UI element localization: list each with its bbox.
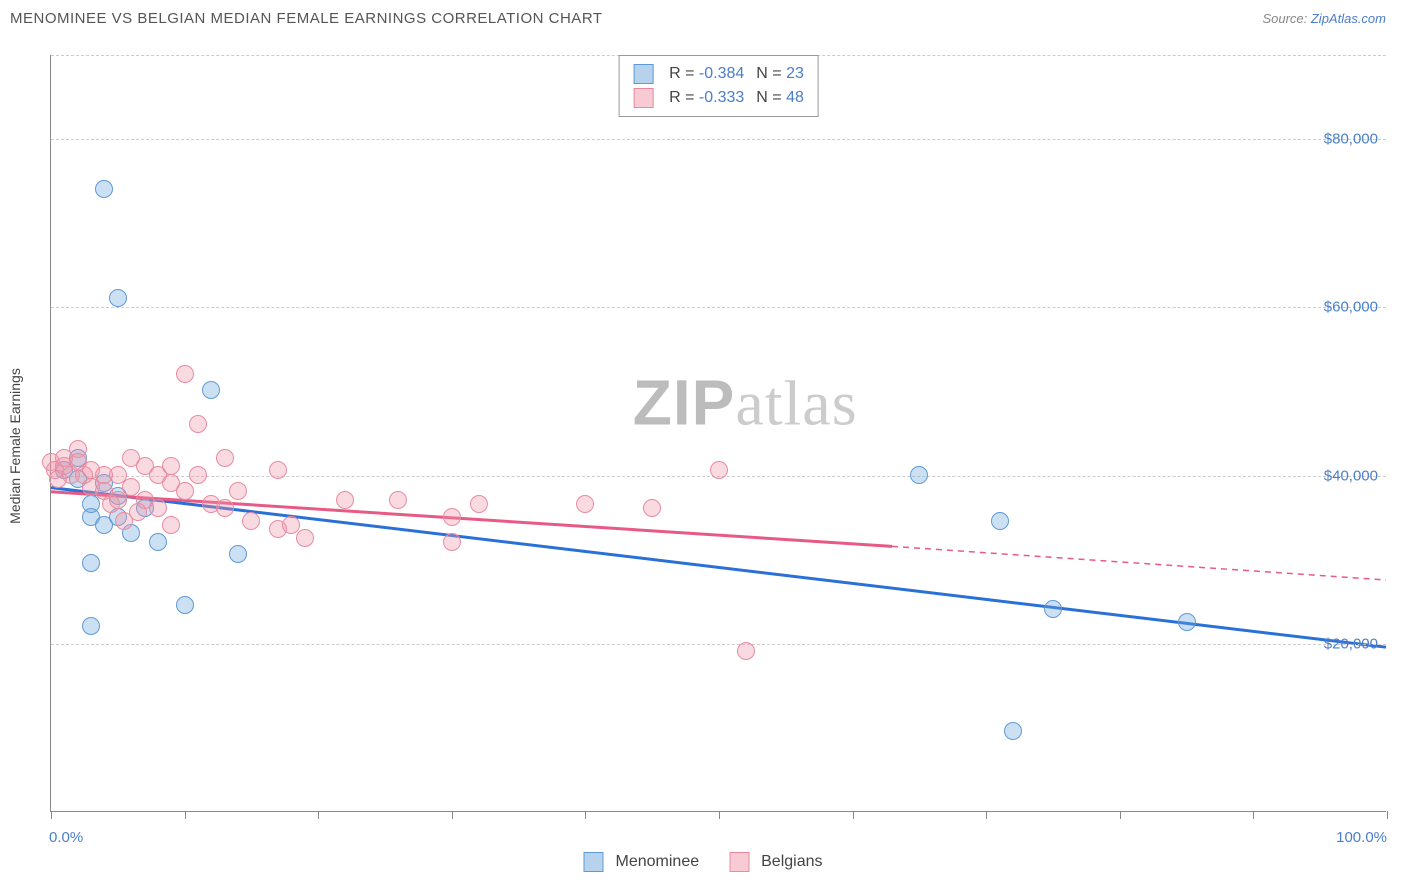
data-point <box>229 545 247 563</box>
x-tick <box>719 811 720 819</box>
data-point <box>189 415 207 433</box>
legend-swatch <box>633 64 653 84</box>
data-point <box>1004 722 1022 740</box>
data-point <box>202 381 220 399</box>
data-point <box>269 461 287 479</box>
data-point <box>149 533 167 551</box>
data-point <box>643 499 661 517</box>
data-point <box>737 642 755 660</box>
legend-swatch <box>729 852 749 872</box>
data-point <box>82 617 100 635</box>
data-point <box>162 516 180 534</box>
data-point <box>991 512 1009 530</box>
data-point <box>1178 613 1196 631</box>
data-point <box>176 482 194 500</box>
data-point <box>710 461 728 479</box>
data-point <box>82 554 100 572</box>
source-credit: Source: ZipAtlas.com <box>1262 11 1386 26</box>
x-tick <box>318 811 319 819</box>
chart-header: MENOMINEE VS BELGIAN MEDIAN FEMALE EARNI… <box>0 0 1406 33</box>
data-point <box>109 289 127 307</box>
gridline <box>51 307 1386 308</box>
source-link[interactable]: ZipAtlas.com <box>1311 11 1386 26</box>
gridline <box>51 139 1386 140</box>
data-point <box>576 495 594 513</box>
y-tick-label: $20,000 <box>1324 635 1378 652</box>
trend-line <box>892 546 1386 580</box>
legend-item: Menominee <box>584 852 700 872</box>
data-point <box>216 449 234 467</box>
x-tick <box>1120 811 1121 819</box>
data-point <box>296 529 314 547</box>
data-point <box>1044 600 1062 618</box>
x-tick-label: 0.0% <box>49 829 83 846</box>
y-axis-label: Median Female Earnings <box>7 368 23 524</box>
legend-series: Menominee Belgians <box>584 852 823 872</box>
legend-row: R = -0.333N = 48 <box>633 86 804 110</box>
data-point <box>443 508 461 526</box>
x-tick <box>1253 811 1254 819</box>
legend-swatch <box>633 88 653 108</box>
trend-lines <box>51 55 1386 811</box>
data-point <box>149 499 167 517</box>
data-point <box>389 491 407 509</box>
y-tick-label: $80,000 <box>1324 131 1378 148</box>
x-tick <box>1387 811 1388 819</box>
data-point <box>189 466 207 484</box>
gridline <box>51 644 1386 645</box>
data-point <box>242 512 260 530</box>
plot-area: ZIPatlas R = -0.384N = 23R = -0.333N = 4… <box>50 55 1386 812</box>
data-point <box>162 457 180 475</box>
data-point <box>443 533 461 551</box>
legend-swatch <box>584 852 604 872</box>
legend-row: R = -0.384N = 23 <box>633 62 804 86</box>
x-tick-label: 100.0% <box>1336 829 1387 846</box>
data-point <box>336 491 354 509</box>
y-tick-label: $60,000 <box>1324 299 1378 316</box>
data-point <box>910 466 928 484</box>
x-tick <box>585 811 586 819</box>
x-tick <box>853 811 854 819</box>
data-point <box>95 180 113 198</box>
legend-item: Belgians <box>729 852 822 872</box>
x-tick <box>185 811 186 819</box>
y-tick-label: $40,000 <box>1324 467 1378 484</box>
x-tick <box>452 811 453 819</box>
legend-correlation: R = -0.384N = 23R = -0.333N = 48 <box>618 55 819 117</box>
data-point <box>176 365 194 383</box>
data-point <box>229 482 247 500</box>
data-point <box>176 596 194 614</box>
x-tick <box>51 811 52 819</box>
data-point <box>216 499 234 517</box>
chart-title: MENOMINEE VS BELGIAN MEDIAN FEMALE EARNI… <box>10 10 603 27</box>
data-point <box>470 495 488 513</box>
x-tick <box>986 811 987 819</box>
